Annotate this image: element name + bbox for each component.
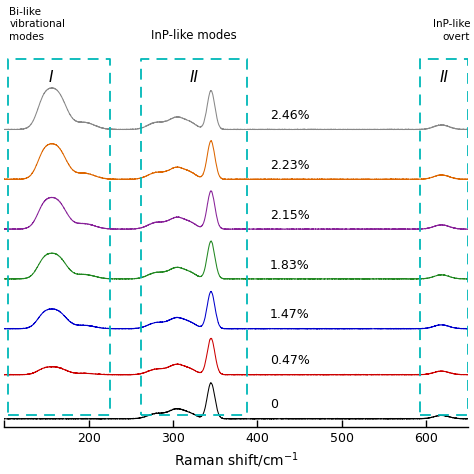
Text: II: II	[439, 71, 448, 85]
Text: Bi-like
vibrational
modes: Bi-like vibrational modes	[9, 7, 65, 42]
X-axis label: Raman shift/cm$^{-1}$: Raman shift/cm$^{-1}$	[174, 450, 299, 470]
Text: InP-like modes: InP-like modes	[151, 29, 237, 42]
Text: II: II	[190, 71, 199, 85]
Text: InP-like
overt: InP-like overt	[433, 19, 470, 42]
Text: 0.47%: 0.47%	[270, 355, 310, 367]
Text: 2.23%: 2.23%	[270, 159, 310, 172]
Text: 1.83%: 1.83%	[270, 259, 310, 272]
Text: 1.47%: 1.47%	[270, 309, 310, 321]
Text: 2.46%: 2.46%	[270, 109, 310, 122]
Text: 0: 0	[270, 399, 278, 411]
Text: I: I	[48, 71, 53, 85]
Text: 2.15%: 2.15%	[270, 209, 310, 222]
